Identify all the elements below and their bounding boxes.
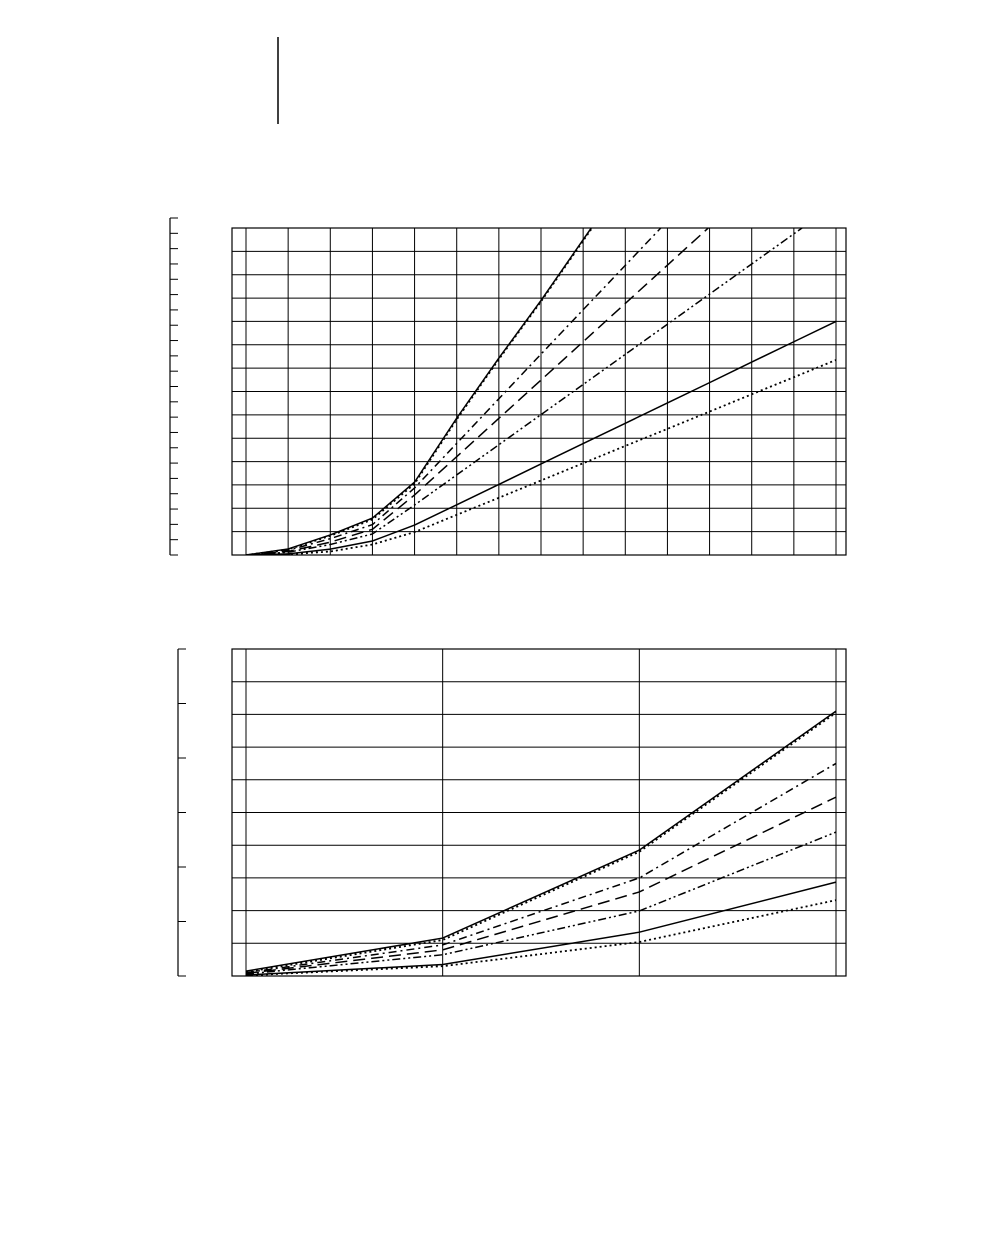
series-line — [245, 831, 837, 975]
series-line — [245, 710, 837, 972]
series-line — [245, 228, 710, 555]
series-line — [245, 228, 593, 555]
series-line — [245, 712, 837, 973]
series-line — [245, 228, 662, 555]
series-line — [245, 228, 594, 555]
chart — [169, 217, 847, 556]
chart — [177, 648, 847, 977]
series-line — [245, 320, 837, 555]
series-line — [245, 881, 837, 976]
series-line — [245, 796, 837, 975]
series-line — [245, 359, 837, 555]
series-line — [245, 899, 837, 976]
